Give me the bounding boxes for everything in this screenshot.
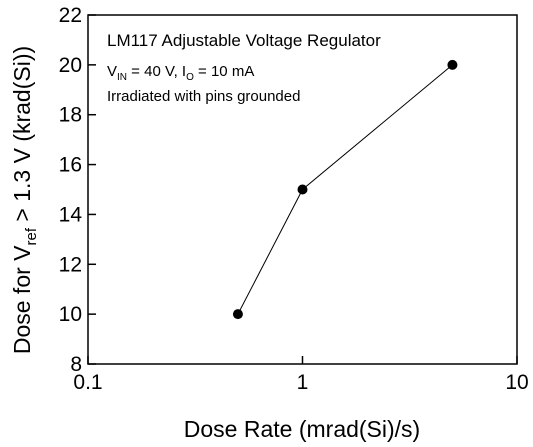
annotation-sub: O — [186, 72, 194, 83]
annotation-part: V — [107, 63, 117, 80]
y-tick-label: 14 — [59, 203, 83, 226]
y-tick-label: 16 — [59, 154, 82, 177]
annotation-sub: IN — [117, 72, 127, 83]
point — [232, 309, 243, 320]
x-axis-title: Dose Rate (mrad(Si)/s) — [184, 416, 420, 442]
point — [447, 59, 458, 70]
y-tick-label: 22 — [59, 4, 82, 27]
y-tick-label: 12 — [59, 253, 82, 276]
y-title-part: > 1.3 V (krad(Si)) — [9, 46, 35, 228]
point — [297, 184, 308, 195]
y-tick-label: 20 — [59, 54, 82, 77]
annotation: VIN = 40 V, IO = 10 mA — [107, 63, 254, 83]
annotation-part: = 40 V, I — [127, 63, 186, 80]
y-title-sub: ref — [23, 227, 40, 245]
annotation: LM117 Adjustable Voltage Regulator — [107, 31, 381, 50]
x-tick-label: 1 — [297, 371, 309, 394]
x-tick-label: 10 — [505, 371, 528, 394]
y-title-part: Dose for V — [9, 245, 35, 354]
y-tick-label: 8 — [70, 353, 82, 376]
x-tick-label: 0.1 — [73, 371, 102, 394]
annotation: Irradiated with pins grounded — [107, 88, 300, 105]
annotation-part: = 10 mA — [194, 63, 254, 80]
y-axis-title: Dose for Vref > 1.3 V (krad(Si)) — [9, 46, 40, 354]
y-tick-label: 18 — [59, 104, 82, 127]
y-tick-label: 10 — [59, 303, 82, 326]
